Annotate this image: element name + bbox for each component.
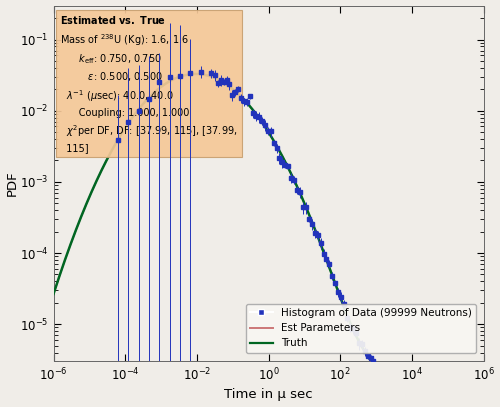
Line: Est Parameters: Est Parameters [54,74,484,407]
Est Parameters [100,166,105,171]
Est Parameters [234,91,240,96]
Legend: Histogram of Data (99999 Neutrons), Est Parameters, Truth: Histogram of Data (99999 Neutrons), Est … [246,304,476,352]
Truth [100,166,105,171]
Truth [234,90,240,95]
Y-axis label: PDF: PDF [6,171,18,196]
Truth [192,72,198,77]
Truth [50,291,56,296]
X-axis label: Time in μ sec: Time in μ sec [224,388,313,401]
Truth [125,121,131,126]
Text: $\mathbf{Estimated\ vs.\ True}$
Mass of $^{238}$U (Kg): 1.6, 1.6
      $k_{\math: $\mathbf{Estimated\ vs.\ True}$ Mass of … [60,15,238,153]
Est Parameters [192,72,198,77]
Truth [216,77,222,82]
Line: Truth: Truth [54,74,484,407]
Est Parameters [50,291,56,296]
Est Parameters [125,121,131,126]
Est Parameters [216,78,222,83]
